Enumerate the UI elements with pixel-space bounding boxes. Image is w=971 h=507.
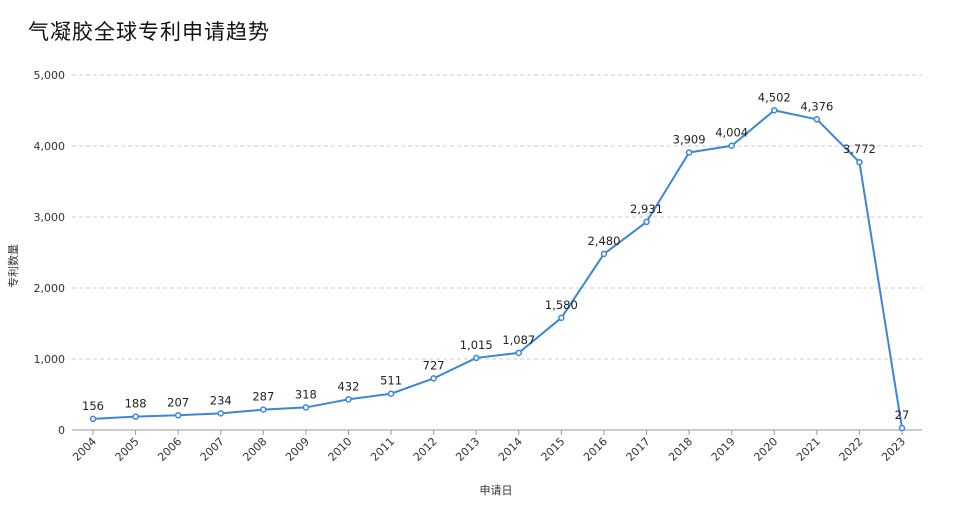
data-labels: 156 188 207 234 287 318 432 511 727 1,015 1,087 1,5… xyxy=(82,90,909,422)
data-point xyxy=(771,107,778,114)
data-label: 727 xyxy=(423,358,445,372)
data-point xyxy=(132,413,139,420)
data-point xyxy=(260,406,267,413)
y-tick-label: 0 xyxy=(58,424,65,437)
data-label: 287 xyxy=(252,390,274,404)
x-tick-label: 2012 xyxy=(411,435,440,464)
y-tick-label: 1,000 xyxy=(34,353,66,366)
data-label: 4,004 xyxy=(715,126,748,140)
series-layer xyxy=(89,107,906,432)
x-tick-label: 2007 xyxy=(198,435,227,464)
data-point xyxy=(302,404,310,411)
x-tick-label: 2013 xyxy=(453,435,482,464)
y-tick-label: 2,000 xyxy=(34,282,66,295)
data-point xyxy=(430,375,437,382)
x-tick-label: 2010 xyxy=(326,435,355,464)
x-tick-label: 2022 xyxy=(837,435,866,464)
data-point xyxy=(174,412,182,419)
series-line xyxy=(92,109,903,429)
data-label: 4,502 xyxy=(758,90,791,104)
x-tick-label: 2023 xyxy=(879,435,908,464)
data-label: 318 xyxy=(295,387,317,401)
data-point xyxy=(558,314,565,322)
data-point xyxy=(898,424,906,432)
y-tick-label: 5,000 xyxy=(34,69,66,82)
data-label: 207 xyxy=(167,395,189,409)
data-point xyxy=(387,390,395,397)
x-tick-label: 2020 xyxy=(751,435,780,464)
data-point xyxy=(643,218,650,226)
data-label: 3,909 xyxy=(673,132,706,146)
data-point xyxy=(515,349,523,357)
x-tick-label: 2004 xyxy=(70,435,99,464)
x-tick-label: 2009 xyxy=(283,435,312,464)
data-label: 432 xyxy=(337,379,359,393)
data-point xyxy=(217,410,224,417)
y-tick-label: 3,000 xyxy=(34,211,66,224)
x-tick-label: 2006 xyxy=(155,435,184,464)
y-tick-label: 4,000 xyxy=(34,140,66,153)
data-label: 4,376 xyxy=(800,99,833,113)
data-label: 511 xyxy=(380,374,402,388)
data-point xyxy=(472,354,480,362)
x-tick-label: 2015 xyxy=(538,435,567,464)
data-point xyxy=(600,250,608,258)
x-tick-label: 2019 xyxy=(709,435,738,464)
x-tick-label: 2008 xyxy=(240,435,269,464)
data-point xyxy=(685,149,693,156)
x-tick-label: 2016 xyxy=(581,435,610,464)
x-axis-ticks: 2004 2005 2006 2007 2008 2009 2010 2011 2012 2013… xyxy=(70,430,908,464)
data-point xyxy=(728,142,735,149)
data-label: 3,772 xyxy=(843,142,876,156)
x-tick-label: 2021 xyxy=(794,435,823,464)
chart-title: 气凝胶全球专利申请趋势 xyxy=(28,20,270,44)
data-label: 27 xyxy=(895,408,910,422)
data-label: 1,015 xyxy=(460,338,493,352)
x-tick-label: 2018 xyxy=(666,435,695,464)
data-point xyxy=(813,116,821,123)
data-label: 2,480 xyxy=(587,234,620,248)
data-point xyxy=(856,158,863,166)
data-label: 1,087 xyxy=(502,333,535,347)
data-label: 234 xyxy=(210,393,232,407)
data-point xyxy=(345,396,352,403)
x-tick-label: 2005 xyxy=(113,435,142,464)
x-axis-title: 申请日 xyxy=(480,484,513,497)
y-axis-ticks: 0 1,000 2,000 3,000 4,000 5,000 xyxy=(34,69,66,437)
data-point xyxy=(89,415,97,423)
x-tick-label: 2011 xyxy=(368,435,397,464)
data-label: 188 xyxy=(125,397,147,411)
data-label: 1,580 xyxy=(545,298,578,312)
x-tick-label: 2014 xyxy=(496,435,525,464)
data-label: 156 xyxy=(82,399,104,413)
y-axis-title: 专利数量 xyxy=(6,244,20,288)
x-tick-label: 2017 xyxy=(624,435,653,464)
grid-lines xyxy=(72,74,922,431)
data-label: 2,931 xyxy=(630,202,663,216)
